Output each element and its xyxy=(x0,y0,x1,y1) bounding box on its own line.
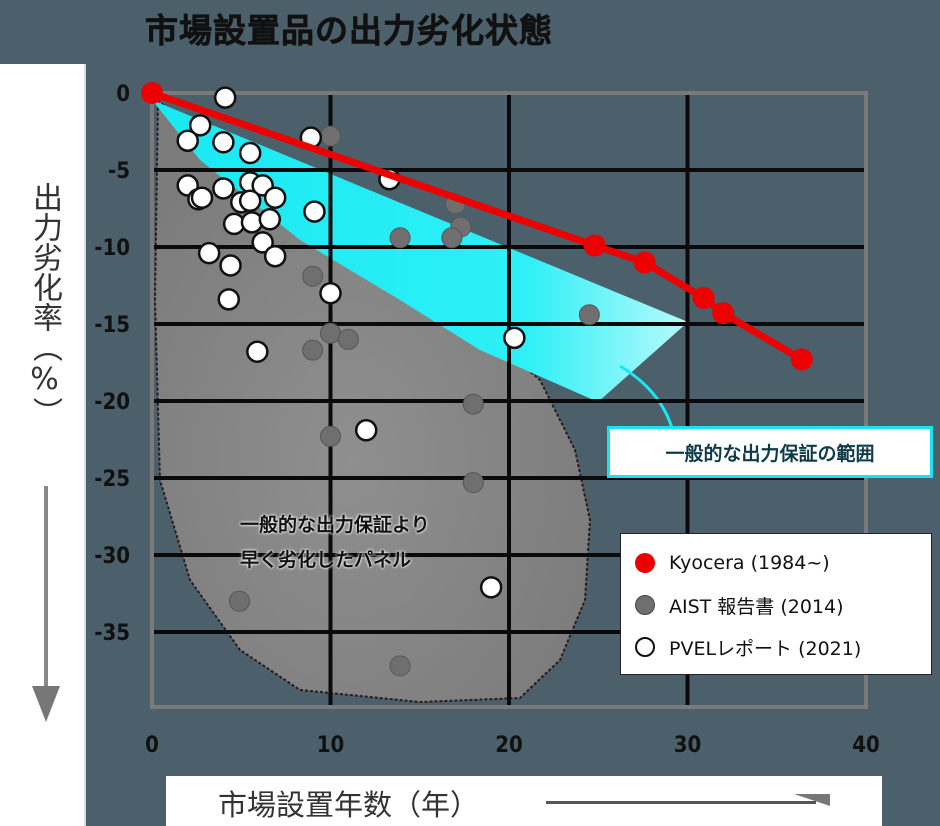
aist-data-point xyxy=(441,227,463,249)
aist-data-point xyxy=(320,125,341,147)
pvel-data-point xyxy=(219,254,242,277)
pvel-data-point xyxy=(212,177,235,200)
aist-data-point xyxy=(320,322,341,344)
pvel-data-point xyxy=(258,208,282,231)
y-tick-label: -25 xyxy=(94,467,130,492)
pvel-data-point xyxy=(176,129,199,152)
y-tick-label: -30 xyxy=(94,544,130,569)
aist-data-point xyxy=(302,339,324,361)
kyocera-data-point xyxy=(790,348,813,371)
pvel-data-point xyxy=(212,131,235,154)
aist-data-point xyxy=(337,328,359,350)
y-tick-label: -5 xyxy=(108,159,130,184)
pvel-data-point xyxy=(503,326,526,350)
hollow-dot-icon xyxy=(635,637,655,657)
legend-item-aist: AIST 報告書 (2014) xyxy=(635,584,931,626)
warranty-range-callout: 一般的な出力保証の範囲 xyxy=(607,426,933,478)
pvel-data-point xyxy=(217,288,241,311)
gray-dot-icon xyxy=(635,595,655,615)
y-axis-label: 出力劣化率（%） xyxy=(27,182,62,427)
y-tick-label: -20 xyxy=(94,390,130,415)
series-pvel xyxy=(176,86,526,599)
aist-data-point xyxy=(578,304,600,326)
x-tick-label: 30 xyxy=(674,733,702,758)
aist-data-point xyxy=(389,655,411,677)
early-degradation-label-line1: 一般的な出力保証より xyxy=(240,514,430,536)
y-tick-label: -10 xyxy=(94,236,130,261)
x-axis-arrowhead-icon xyxy=(794,794,830,806)
x-tick-label: 20 xyxy=(495,733,523,758)
kyocera-data-point xyxy=(141,82,163,104)
axis-ticks: 0 10 20 30 40 0 -5 -10 -15 -20 -25 -30 -35 xyxy=(94,82,880,758)
x-axis-label-panel: 市場設置年数（年） xyxy=(166,776,882,826)
plot-frame xyxy=(150,91,868,709)
pvel-data-point xyxy=(188,114,212,137)
pvel-data-point xyxy=(319,281,342,305)
chart-title: 市場設置品の出力劣化状態 xyxy=(145,11,553,51)
pvel-data-point xyxy=(263,244,287,268)
pvel-data-point xyxy=(303,200,326,223)
pvel-data-point xyxy=(354,419,378,442)
aist-data-point xyxy=(462,472,484,494)
kyocera-data-point xyxy=(712,302,735,325)
y-axis-arrow-icon xyxy=(44,486,48,701)
warranty-band xyxy=(152,100,688,402)
pvel-data-point xyxy=(240,211,264,234)
x-tick-label: 10 xyxy=(317,733,345,758)
red-dot-icon xyxy=(635,553,655,573)
legend: Kyocera (1984~) AIST 報告書 (2014) PVELレポート… xyxy=(620,533,932,675)
pvel-data-point xyxy=(238,189,262,213)
legend-item-pvel: PVELレポート (2021) xyxy=(635,626,931,668)
aist-data-point xyxy=(228,590,250,612)
aist-data-point xyxy=(462,393,484,415)
y-tick-label: 0 xyxy=(116,82,130,107)
y-axis-label-panel: 出力劣化率（%） xyxy=(0,64,86,826)
aist-data-point xyxy=(389,227,411,249)
kyocera-trend-line xyxy=(150,89,804,363)
series-aist xyxy=(228,125,600,677)
early-degradation-label-line2: 早く劣化したパネル xyxy=(240,549,412,571)
series-kyocera xyxy=(141,82,813,371)
pvel-data-point xyxy=(213,86,237,109)
legend-label: PVELレポート (2021) xyxy=(669,637,862,660)
pvel-data-point xyxy=(246,340,269,363)
x-axis-label: 市場設置年数（年） xyxy=(218,788,480,822)
pvel-data-point xyxy=(197,241,221,265)
y-tick-label: -15 xyxy=(94,313,130,338)
y-axis-arrowhead-icon xyxy=(32,686,60,722)
x-tick-label: 40 xyxy=(852,733,880,758)
pvel-data-point xyxy=(263,186,287,209)
pvel-data-point xyxy=(238,141,262,165)
legend-label: AIST 報告書 (2014) xyxy=(669,595,844,618)
early-degradation-label: 一般的な出力保証より 早く劣化したパネル xyxy=(240,508,430,578)
pvel-data-point xyxy=(479,576,503,599)
pvel-data-point xyxy=(251,231,274,254)
legend-item-kyocera: Kyocera (1984~) xyxy=(635,542,931,584)
y-tick-label: -35 xyxy=(94,621,130,646)
kyocera-data-point xyxy=(692,286,715,309)
kyocera-data-point xyxy=(583,234,606,257)
x-axis-arrow-icon xyxy=(546,801,816,804)
pvel-data-point xyxy=(190,186,214,209)
legend-label: Kyocera (1984~) xyxy=(669,552,830,574)
kyocera-data-point xyxy=(633,251,656,274)
aist-data-point xyxy=(320,425,341,447)
aist-data-point xyxy=(302,265,324,287)
callout-connector xyxy=(619,364,674,429)
x-tick-label: 0 xyxy=(145,733,159,758)
